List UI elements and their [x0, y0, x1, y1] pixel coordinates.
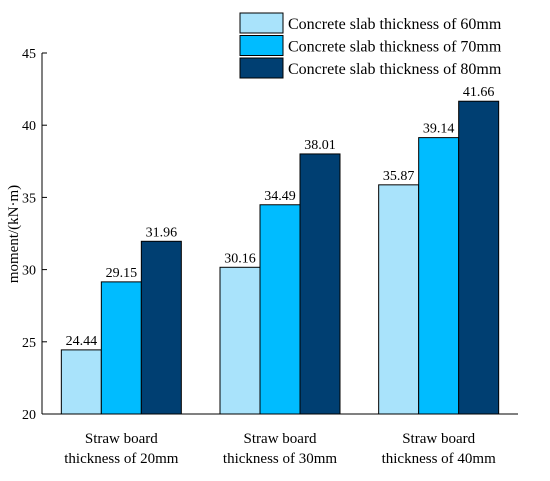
bars-group	[60, 100, 500, 415]
y-tick-label: 35	[22, 191, 36, 206]
y-tick-label: 20	[22, 408, 36, 423]
data-label: 34.49	[264, 189, 296, 204]
bar-series2-cat1	[100, 281, 142, 415]
data-label: 30.16	[224, 251, 256, 266]
data-label: 24.44	[66, 334, 98, 349]
data-label: 39.14	[423, 122, 455, 137]
y-tick-label: 45	[22, 47, 36, 62]
legend-label-2: Concrete slab thickness of 70mm	[288, 39, 502, 56]
x-tick-label: Straw board	[244, 431, 317, 447]
legend: Concrete slab thickness of 60mm Concrete …	[239, 12, 502, 79]
bar-series1-cat3	[378, 184, 420, 415]
legend-label-1: Concrete slab thickness of 60mm	[288, 16, 502, 33]
data-label: 35.87	[383, 169, 415, 184]
bar-series1-cat1	[60, 349, 102, 415]
y-tick-label: 25	[22, 336, 36, 351]
data-label: 38.01	[304, 138, 336, 153]
x-tick-label: thickness of 20mm	[64, 451, 178, 467]
bar-series3-cat1	[140, 240, 182, 415]
x-tick-label: Straw board	[402, 431, 475, 447]
data-label: 31.96	[146, 225, 178, 240]
bar-series3-cat3	[458, 100, 500, 415]
legend-swatch-1	[239, 12, 284, 34]
legend-swatch-2	[239, 35, 284, 56]
bar-series2-cat3	[418, 137, 460, 415]
legend-label-3: Concrete slab thickness of 80mm	[288, 61, 502, 78]
y-tick-label: 30	[22, 264, 36, 279]
axes-group: Straw board thickness of 20mm Straw board t…	[22, 47, 518, 467]
bar-series3-cat2	[299, 153, 341, 415]
data-labels-group: 24.44 29.15 31.96 30.16 34.49 38.01 35.87 39.14…	[66, 85, 495, 349]
y-tick-label: 40	[22, 119, 36, 134]
data-label: 41.66	[463, 85, 495, 100]
bar-series2-cat2	[259, 204, 301, 415]
bar-series1-cat2	[219, 266, 261, 415]
x-tick-label: thickness of 30mm	[223, 451, 337, 467]
x-tick-label: Straw board	[85, 431, 158, 447]
y-axis-title: moment/(kN·m)	[6, 185, 22, 283]
x-tick-label: thickness of 40mm	[382, 451, 496, 467]
legend-swatch-3	[239, 57, 284, 79]
data-label: 29.15	[106, 266, 138, 281]
